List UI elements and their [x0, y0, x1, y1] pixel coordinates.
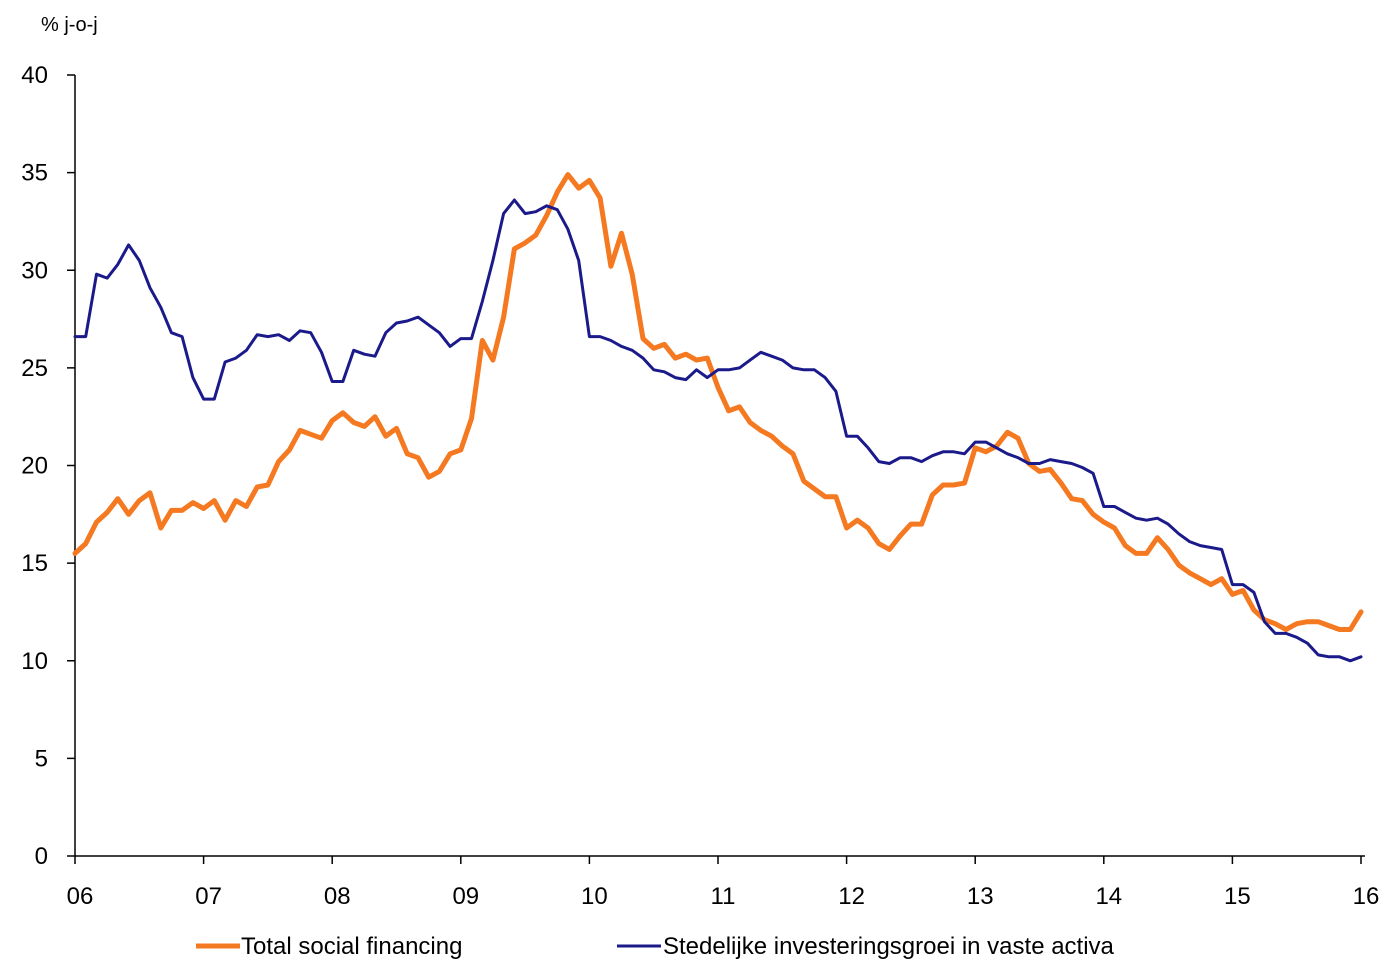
legend-label-stedelijke-investeringsgroei: Stedelijke investeringsgroei in vaste ac…: [663, 933, 1115, 960]
y-tick-label: 40: [21, 62, 48, 89]
y-tick-label: 0: [35, 843, 48, 870]
y-tick-label: 15: [21, 550, 48, 577]
series-line-total-social-financing: [72, 172, 1364, 632]
y-tick-label: 20: [21, 453, 48, 480]
y-tick-label: 5: [35, 745, 48, 772]
y-unit-label: % j-o-j: [41, 14, 98, 36]
x-tick-label: 14: [1095, 883, 1122, 910]
x-tick-label: 13: [967, 883, 994, 910]
legend: Total social financing Stedelijke invest…: [196, 933, 1115, 960]
y-tick-label: 30: [21, 257, 48, 284]
x-tick-label: 09: [452, 883, 479, 910]
x-axis: 06 07 08 09 10 11 12 13 14 15 16: [67, 855, 1380, 910]
y-tick-label: 35: [21, 160, 48, 187]
series-line-stedelijke-investeringsgroei: [73, 198, 1363, 663]
x-tick-label: 11: [711, 883, 736, 910]
x-tick-label: 12: [838, 883, 865, 910]
x-tick-label: 16: [1353, 883, 1380, 910]
x-tick-label: 15: [1224, 883, 1251, 910]
x-tick-label: 06: [67, 883, 94, 910]
legend-item-stedelijke-investeringsgroei: Stedelijke investeringsgroei in vaste ac…: [617, 933, 1115, 960]
legend-item-total-social-financing: Total social financing: [196, 933, 462, 960]
y-tick-label: 25: [21, 355, 48, 382]
y-tick-label: 10: [21, 648, 48, 675]
x-tick-label: 08: [324, 883, 351, 910]
legend-label-total-social-financing: Total social financing: [241, 933, 462, 960]
y-axis: 0 5 10 15 20 25 30 35 40: [21, 62, 76, 870]
x-tick-label: 07: [195, 883, 222, 910]
series-layer: [72, 172, 1364, 663]
x-tick-label: 10: [581, 883, 608, 910]
